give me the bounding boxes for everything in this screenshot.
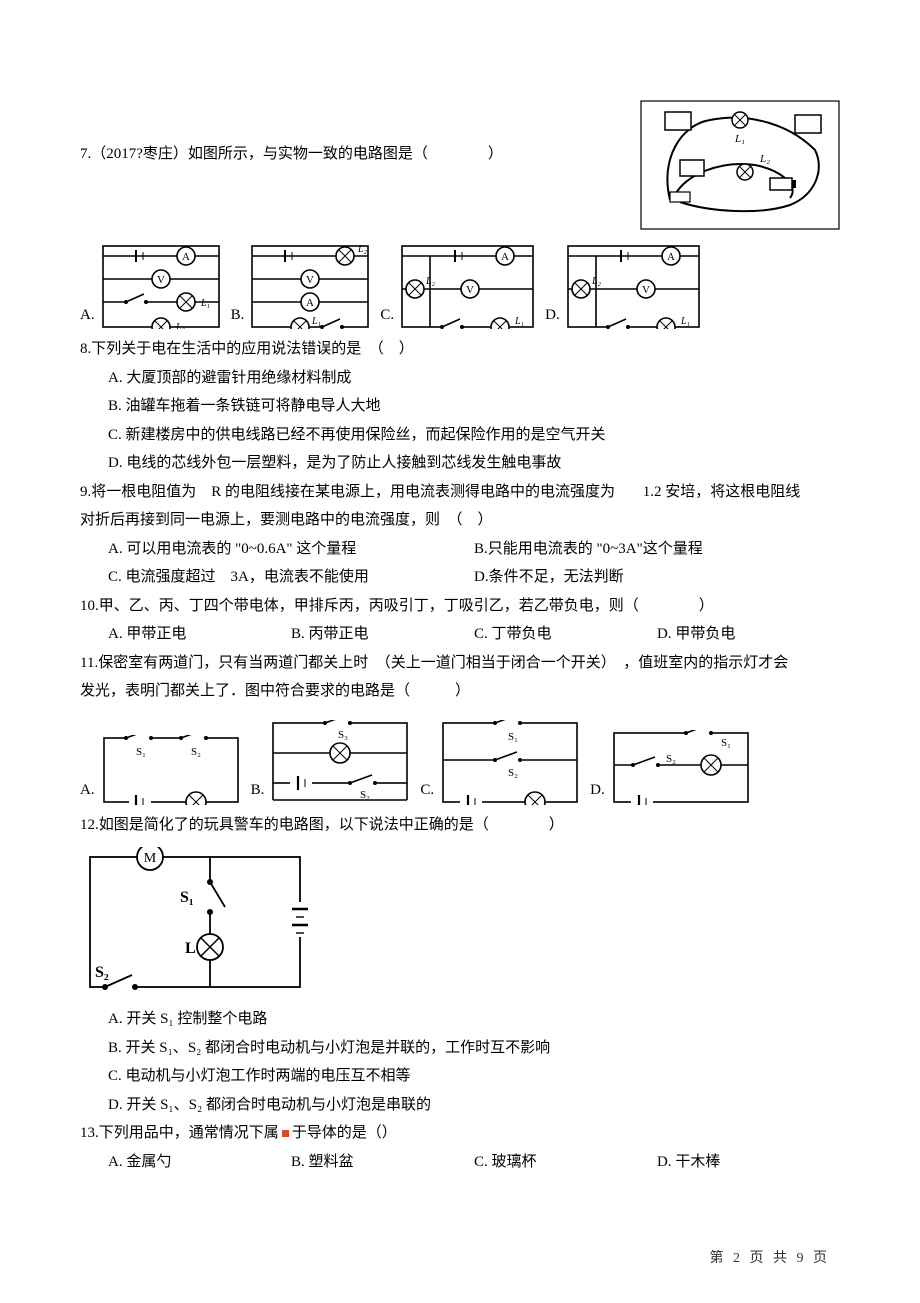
- motor-label: M: [144, 851, 157, 866]
- page-body: 7.（2017?枣庄）如图所示，与实物一致的电路图是（ ） L₁ L₂: [0, 0, 920, 1216]
- q11-opt-c: C. S₁ S₂: [420, 720, 580, 805]
- red-marker-icon: [282, 1130, 289, 1137]
- q7-opt-a: A. A V L₁ L₂: [80, 244, 221, 329]
- q7-opt-b-label: B.: [231, 301, 245, 330]
- q7-circuit-b-icon: L₂ V A L₁: [250, 244, 370, 329]
- q13-stem: 13.下列用品中，通常情况下属于导体的是（）: [80, 1119, 840, 1148]
- q11-opt-d-label: D.: [590, 776, 605, 805]
- q12-circuit-icon: M S₁ L S₂: [80, 847, 310, 997]
- q9-line1-a: 9.将一根电阻值为 R 的电阻线接在某电源上，用电流表测得电路中的电流强度为: [80, 484, 615, 500]
- q7-options: A. A V L₁ L₂: [80, 244, 840, 329]
- svg-text:A: A: [182, 251, 190, 263]
- l-label: L: [185, 940, 196, 957]
- q9-line1: 9.将一根电阻值为 R 的电阻线接在某电源上，用电流表测得电路中的电流强度为 1…: [80, 478, 840, 507]
- s2-label: S₂: [95, 964, 109, 981]
- q10-stem: 10.甲、乙、丙、丁四个带电体，甲排斥丙，丙吸引丁，丁吸引乙，若乙带负电，则（ …: [80, 592, 840, 621]
- q9-line2: 对折后再接到同一电源上，要测电路中的电流强度，则 （ ）: [80, 506, 840, 535]
- q8-a: A. 大厦顶部的避雷针用绝缘材料制成: [80, 364, 840, 393]
- q10-c: C. 丁带负电: [474, 620, 657, 649]
- q11-opt-a-label: A.: [80, 776, 95, 805]
- q8-c: C. 新建楼房中的供电线路已经不再使用保险丝，而起保险作用的是空气开关: [80, 421, 840, 450]
- q11-circuit-c-icon: S₁ S₂: [440, 720, 580, 805]
- q9-cd: C. 电流强度超过 3A，电流表不能使用 D.条件不足，无法判断: [80, 563, 840, 592]
- svg-text:S₁: S₁: [136, 746, 146, 758]
- q12-c: C. 电动机与小灯泡工作时两端的电压互不相等: [80, 1062, 840, 1091]
- q8-b: B. 油罐车拖着一条铁链可将静电导人大地: [80, 392, 840, 421]
- q11-options: A. S₁ S₂ B.: [80, 720, 840, 805]
- q9-line1-b: 1.2 安培，将这根电阻线: [643, 484, 801, 500]
- q7-circuit-d-icon: A L₂ V L₁: [566, 244, 701, 329]
- svg-text:L₂: L₂: [175, 322, 186, 329]
- q7-opt-d-label: D.: [545, 301, 560, 330]
- svg-text:L₁: L₁: [514, 316, 524, 327]
- page-footer: 第 2 页 共 9 页: [0, 1216, 920, 1273]
- svg-text:S₂: S₂: [508, 767, 518, 779]
- q11-opt-d: D. S₁ S₂: [590, 730, 751, 805]
- q12-b: B. 开关 S₁、S₂ 都闭合时电动机与小灯泡是并联的，工作时互不影响: [80, 1034, 840, 1063]
- q13-stem-a: 13.下列用品中，通常情况下属: [80, 1125, 279, 1141]
- q7-opt-d: D. A L₂ V L₁: [545, 244, 701, 329]
- q12-d: D. 开关 S₁、S₂ 都闭合时电动机与小灯泡是串联的: [80, 1091, 840, 1120]
- svg-text:S₂: S₂: [360, 789, 370, 801]
- svg-text:L₂: L₂: [591, 276, 602, 287]
- q13-c: C. 玻璃杯: [474, 1148, 657, 1177]
- q13-d: D. 干木棒: [657, 1148, 840, 1177]
- s1-label: S₁: [180, 889, 194, 906]
- svg-text:S₁: S₁: [721, 737, 731, 749]
- svg-text:L₁: L₁: [734, 133, 745, 145]
- svg-text:L₁: L₁: [680, 316, 690, 327]
- svg-text:S₂: S₂: [191, 746, 201, 758]
- q9-d: D.条件不足，无法判断: [474, 563, 840, 592]
- q7-circuit-a-icon: A V L₁ L₂: [101, 244, 221, 329]
- q10-a: A. 甲带正电: [108, 620, 291, 649]
- svg-text:L₁: L₁: [311, 316, 321, 327]
- q10-b: B. 丙带正电: [291, 620, 474, 649]
- q12-stem: 12.如图是简化了的玩具警车的电路图，以下说法中正确的是（ ）: [80, 811, 840, 840]
- q11-opt-a: A. S₁ S₂: [80, 735, 241, 805]
- svg-text:A: A: [306, 297, 314, 309]
- q9-a: A. 可以用电流表的 "0~0.6A" 这个量程: [108, 535, 474, 564]
- q12-figure: M S₁ L S₂: [80, 847, 840, 997]
- q11-opt-b-label: B.: [251, 776, 265, 805]
- q11-line1: 11.保密室有两道门，只有当两道门都关上时 （关上一道门相当于闭合一个开关） ，…: [80, 649, 840, 678]
- q9-c: C. 电流强度超过 3A，电流表不能使用: [108, 563, 474, 592]
- svg-text:L₁: L₁: [200, 298, 210, 309]
- svg-text:A: A: [501, 251, 509, 263]
- svg-text:S₁: S₁: [508, 731, 518, 743]
- q11-line2: 发光，表明门都关上了．图中符合要求的电路是（ ）: [80, 677, 840, 706]
- q7-stem: 7.（2017?枣庄）如图所示，与实物一致的电路图是（ ）: [80, 100, 640, 169]
- q7-opt-c: C. A L₂ V L₁: [380, 244, 535, 329]
- q12-a: A. 开关 S₁ 控制整个电路: [80, 1005, 840, 1034]
- q7-opt-c-label: C.: [380, 301, 394, 330]
- q8-d: D. 电线的芯线外包一层塑料，是为了防止人接触到芯线发生触电事故: [80, 449, 840, 478]
- q9-b: B.只能用电流表的 "0~3A"这个量程: [474, 535, 840, 564]
- q13-a: A. 金属勺: [108, 1148, 291, 1177]
- q8-stem: 8.下列关于电在生活中的应用说法错误的是 （ ）: [80, 335, 840, 364]
- svg-text:S₃: S₃: [338, 729, 348, 741]
- svg-text:V: V: [642, 284, 650, 296]
- q7-circuit-c-icon: A L₂ V L₁: [400, 244, 535, 329]
- q10-opts: A. 甲带正电 B. 丙带正电 C. 丁带负电 D. 甲带负电: [80, 620, 840, 649]
- svg-text:A: A: [667, 251, 675, 263]
- q7-opt-a-label: A.: [80, 301, 95, 330]
- svg-text:V: V: [466, 284, 474, 296]
- svg-text:L₂: L₂: [357, 244, 368, 255]
- q7-opt-b: B. L₂ V A L₁: [231, 244, 371, 329]
- q13-stem-b: 于导体的是（）: [292, 1125, 397, 1141]
- q13-b: B. 塑料盆: [291, 1148, 474, 1177]
- svg-text:L₂: L₂: [759, 153, 770, 165]
- q11-opt-c-label: C.: [420, 776, 434, 805]
- q7-row: 7.（2017?枣庄）如图所示，与实物一致的电路图是（ ） L₁ L₂: [80, 100, 840, 230]
- svg-text:V: V: [306, 274, 314, 286]
- q11-circuit-b-icon: S₃ S₂: [270, 720, 410, 805]
- q13-opts: A. 金属勺 B. 塑料盆 C. 玻璃杯 D. 干木棒: [80, 1148, 840, 1177]
- q11-circuit-d-icon: S₁ S₂: [611, 730, 751, 805]
- q11-circuit-a-icon: S₁ S₂: [101, 735, 241, 805]
- q9-ab: A. 可以用电流表的 "0~0.6A" 这个量程 B.只能用电流表的 "0~3A…: [80, 535, 840, 564]
- q11-opt-b: B. S₃ S₂: [251, 720, 411, 805]
- q10-d: D. 甲带负电: [657, 620, 840, 649]
- q7-physical-circuit: L₁ L₂: [640, 100, 840, 230]
- svg-text:V: V: [157, 274, 165, 286]
- svg-text:S₂: S₂: [666, 753, 676, 765]
